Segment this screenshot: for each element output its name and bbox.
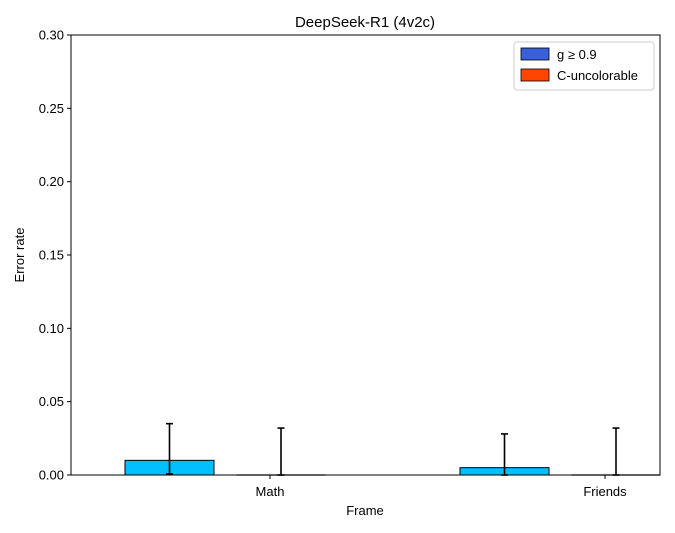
y-tick-label: 0.30 bbox=[39, 28, 64, 43]
y-tick-label: 0.20 bbox=[39, 174, 64, 189]
legend: g ≥ 0.9 C-uncolorable bbox=[513, 41, 655, 91]
y-axis: 0.00 0.05 0.10 0.15 0.20 0.25 0.30 bbox=[39, 28, 71, 483]
legend-swatch-c-uncolorable bbox=[520, 68, 550, 82]
chart-title: DeepSeek-R1 (4v2c) bbox=[295, 14, 435, 31]
x-tick-label: Math bbox=[256, 484, 285, 499]
legend-label-c-uncolorable: C-uncolorable bbox=[557, 68, 638, 83]
y-axis-label: Error rate bbox=[12, 228, 27, 283]
x-tick-label: Friends bbox=[583, 484, 627, 499]
plot-area bbox=[70, 34, 661, 476]
y-tick-label: 0.00 bbox=[39, 468, 64, 483]
y-tick-label: 0.15 bbox=[39, 248, 64, 263]
legend-label-g: g ≥ 0.9 bbox=[557, 47, 597, 62]
y-tick-label: 0.10 bbox=[39, 321, 64, 336]
bars bbox=[124, 422, 661, 476]
x-axis: Math Friends bbox=[256, 475, 627, 499]
legend-swatch-g bbox=[520, 47, 550, 61]
y-tick-label: 0.05 bbox=[39, 394, 64, 409]
y-tick-label: 0.25 bbox=[39, 101, 64, 116]
plot-frame bbox=[70, 34, 661, 476]
x-axis-label: Frame bbox=[346, 503, 384, 518]
